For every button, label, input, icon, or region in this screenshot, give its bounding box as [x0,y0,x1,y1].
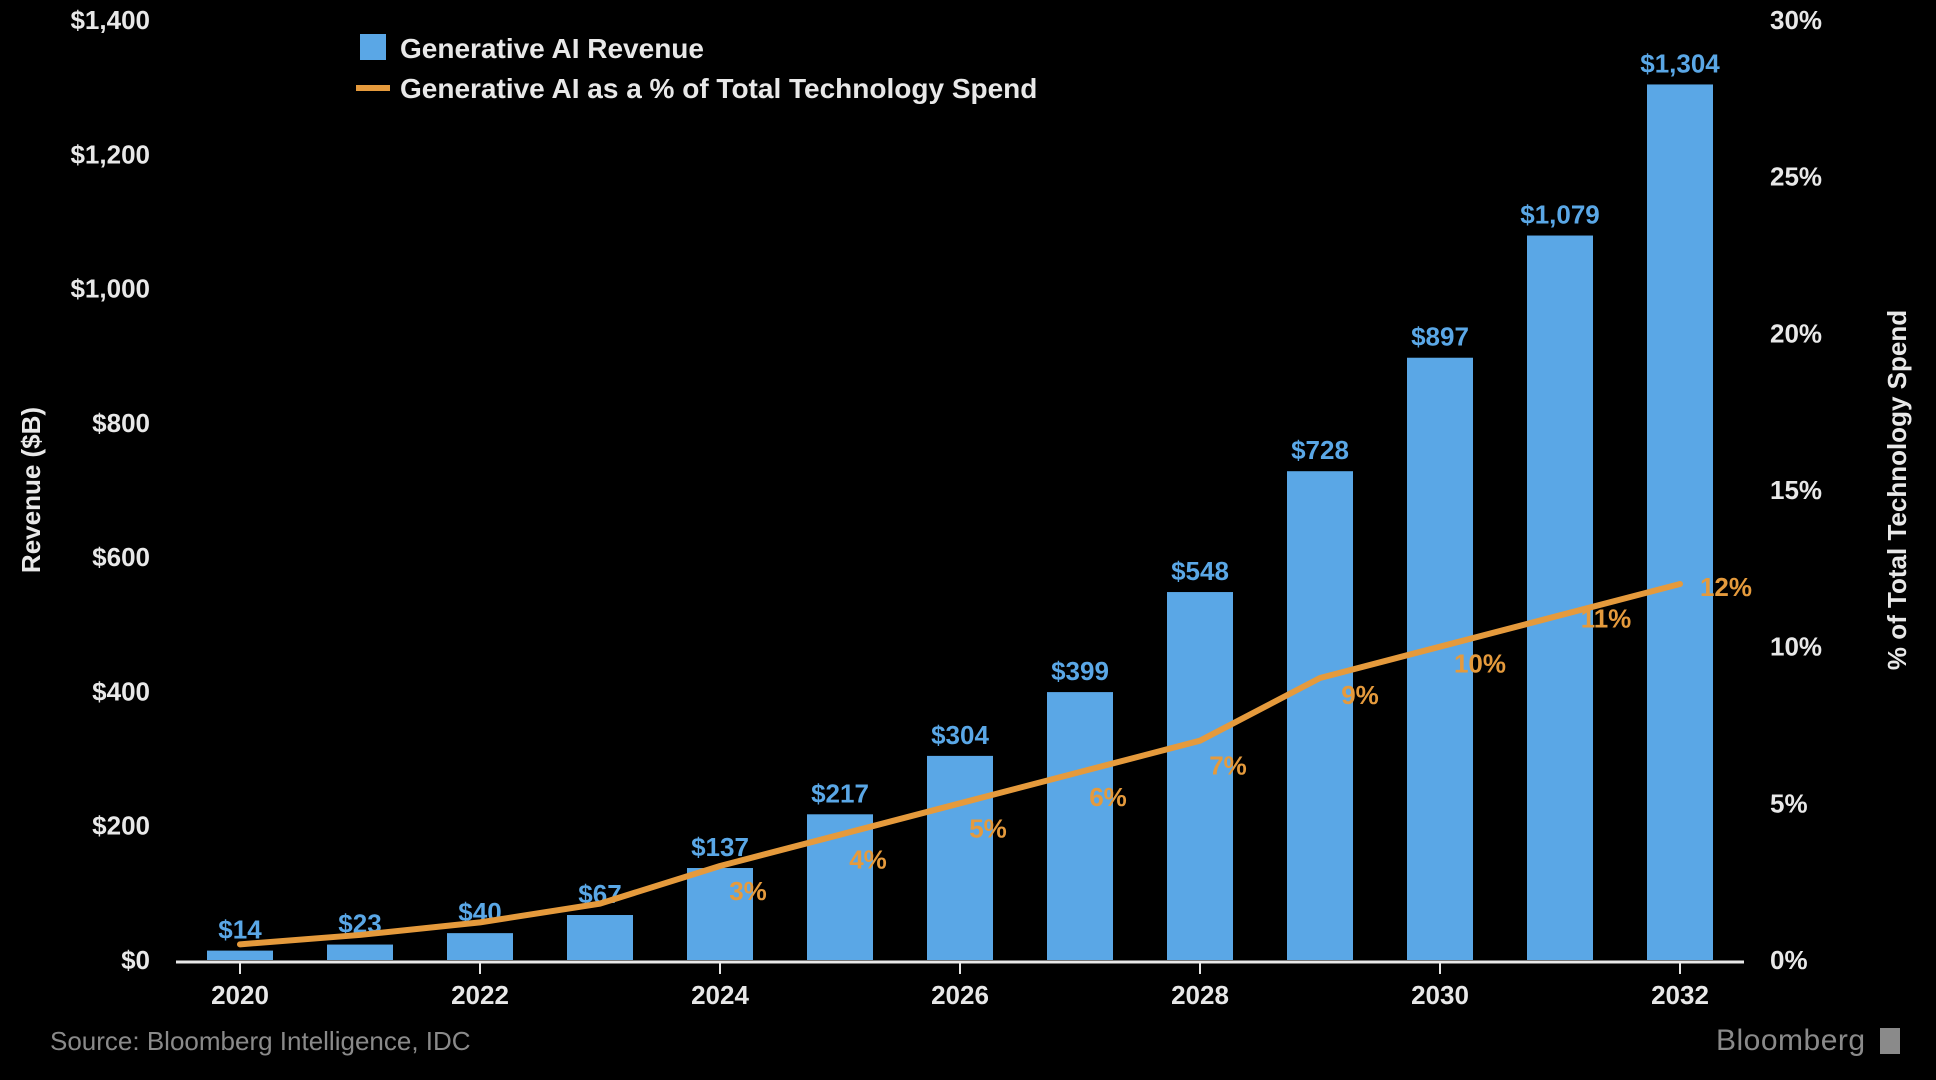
y-left-axis-title: Revenue ($B) [16,407,46,573]
line-value-label: 3% [729,876,767,906]
line-value-label: 10% [1454,649,1506,679]
line-value-label: 9% [1341,680,1379,710]
legend-swatch-bar [360,34,386,60]
y-left-tick-label: $1,000 [70,274,150,304]
bar [1047,692,1113,960]
y-left-tick-label: $800 [92,408,150,438]
bar-value-label: $304 [931,720,989,750]
bar-value-label: $137 [691,832,749,862]
bar [1647,84,1713,960]
bar [327,945,393,960]
y-right-tick-label: 15% [1770,475,1822,505]
bar-value-label: $1,079 [1520,200,1600,230]
bar-value-label: $548 [1171,556,1229,586]
y-right-tick-label: 20% [1770,318,1822,348]
line-value-label: 11% [1581,603,1632,633]
y-left-tick-label: $200 [92,811,150,841]
x-tick-label: 2022 [451,980,509,1010]
bar-value-label: $897 [1411,322,1469,352]
x-tick-label: 2032 [1651,980,1709,1010]
bar [1287,471,1353,960]
x-tick-label: 2026 [931,980,989,1010]
y-right-tick-label: 5% [1770,788,1808,818]
bar-value-label: $399 [1051,656,1109,686]
brand-text: Bloomberg [1716,1024,1866,1057]
line-value-label: 12% [1700,572,1752,602]
legend-label-bar: Generative AI Revenue [400,33,704,64]
bar [567,915,633,960]
y-right-tick-label: 25% [1770,162,1822,192]
bar [1527,236,1593,960]
line-value-label: 7% [1209,751,1247,781]
x-tick-label: 2024 [691,980,749,1010]
y-left-tick-label: $1,200 [70,139,150,169]
y-left-tick-label: $0 [121,945,150,975]
bar [207,951,273,960]
brand-block-icon [1880,1028,1900,1054]
x-tick-label: 2028 [1171,980,1229,1010]
line-value-label: 6% [1089,782,1127,812]
y-left-tick-label: $1,400 [70,5,150,35]
y-right-tick-label: 30% [1770,5,1822,35]
bar [447,933,513,960]
source-text: Source: Bloomberg Intelligence, IDC [50,1026,471,1056]
line-value-label: 5% [969,813,1007,843]
line-value-label: 4% [849,845,887,875]
y-left-tick-label: $400 [92,676,150,706]
y-left-tick-label: $600 [92,542,150,572]
y-right-tick-label: 10% [1770,632,1822,662]
x-tick-label: 2030 [1411,980,1469,1010]
chart-container: $0 $200 $400 $600 $800 $1,000 $1,200 $1,400 0% 5%… [0,0,1936,1080]
legend-label-line: Generative AI as a % of Total Technology… [400,73,1037,104]
bar-value-label: $1,304 [1640,48,1720,78]
y-right-axis-title: % of Total Technology Spend [1882,310,1912,670]
x-tick-label: 2020 [211,980,269,1010]
bar-value-label: $728 [1291,435,1349,465]
chart-svg: $0 $200 $400 $600 $800 $1,000 $1,200 $1,400 0% 5%… [0,0,1936,1080]
y-right-tick-label: 0% [1770,945,1808,975]
bar-value-label: $217 [811,778,869,808]
bar [927,756,993,960]
